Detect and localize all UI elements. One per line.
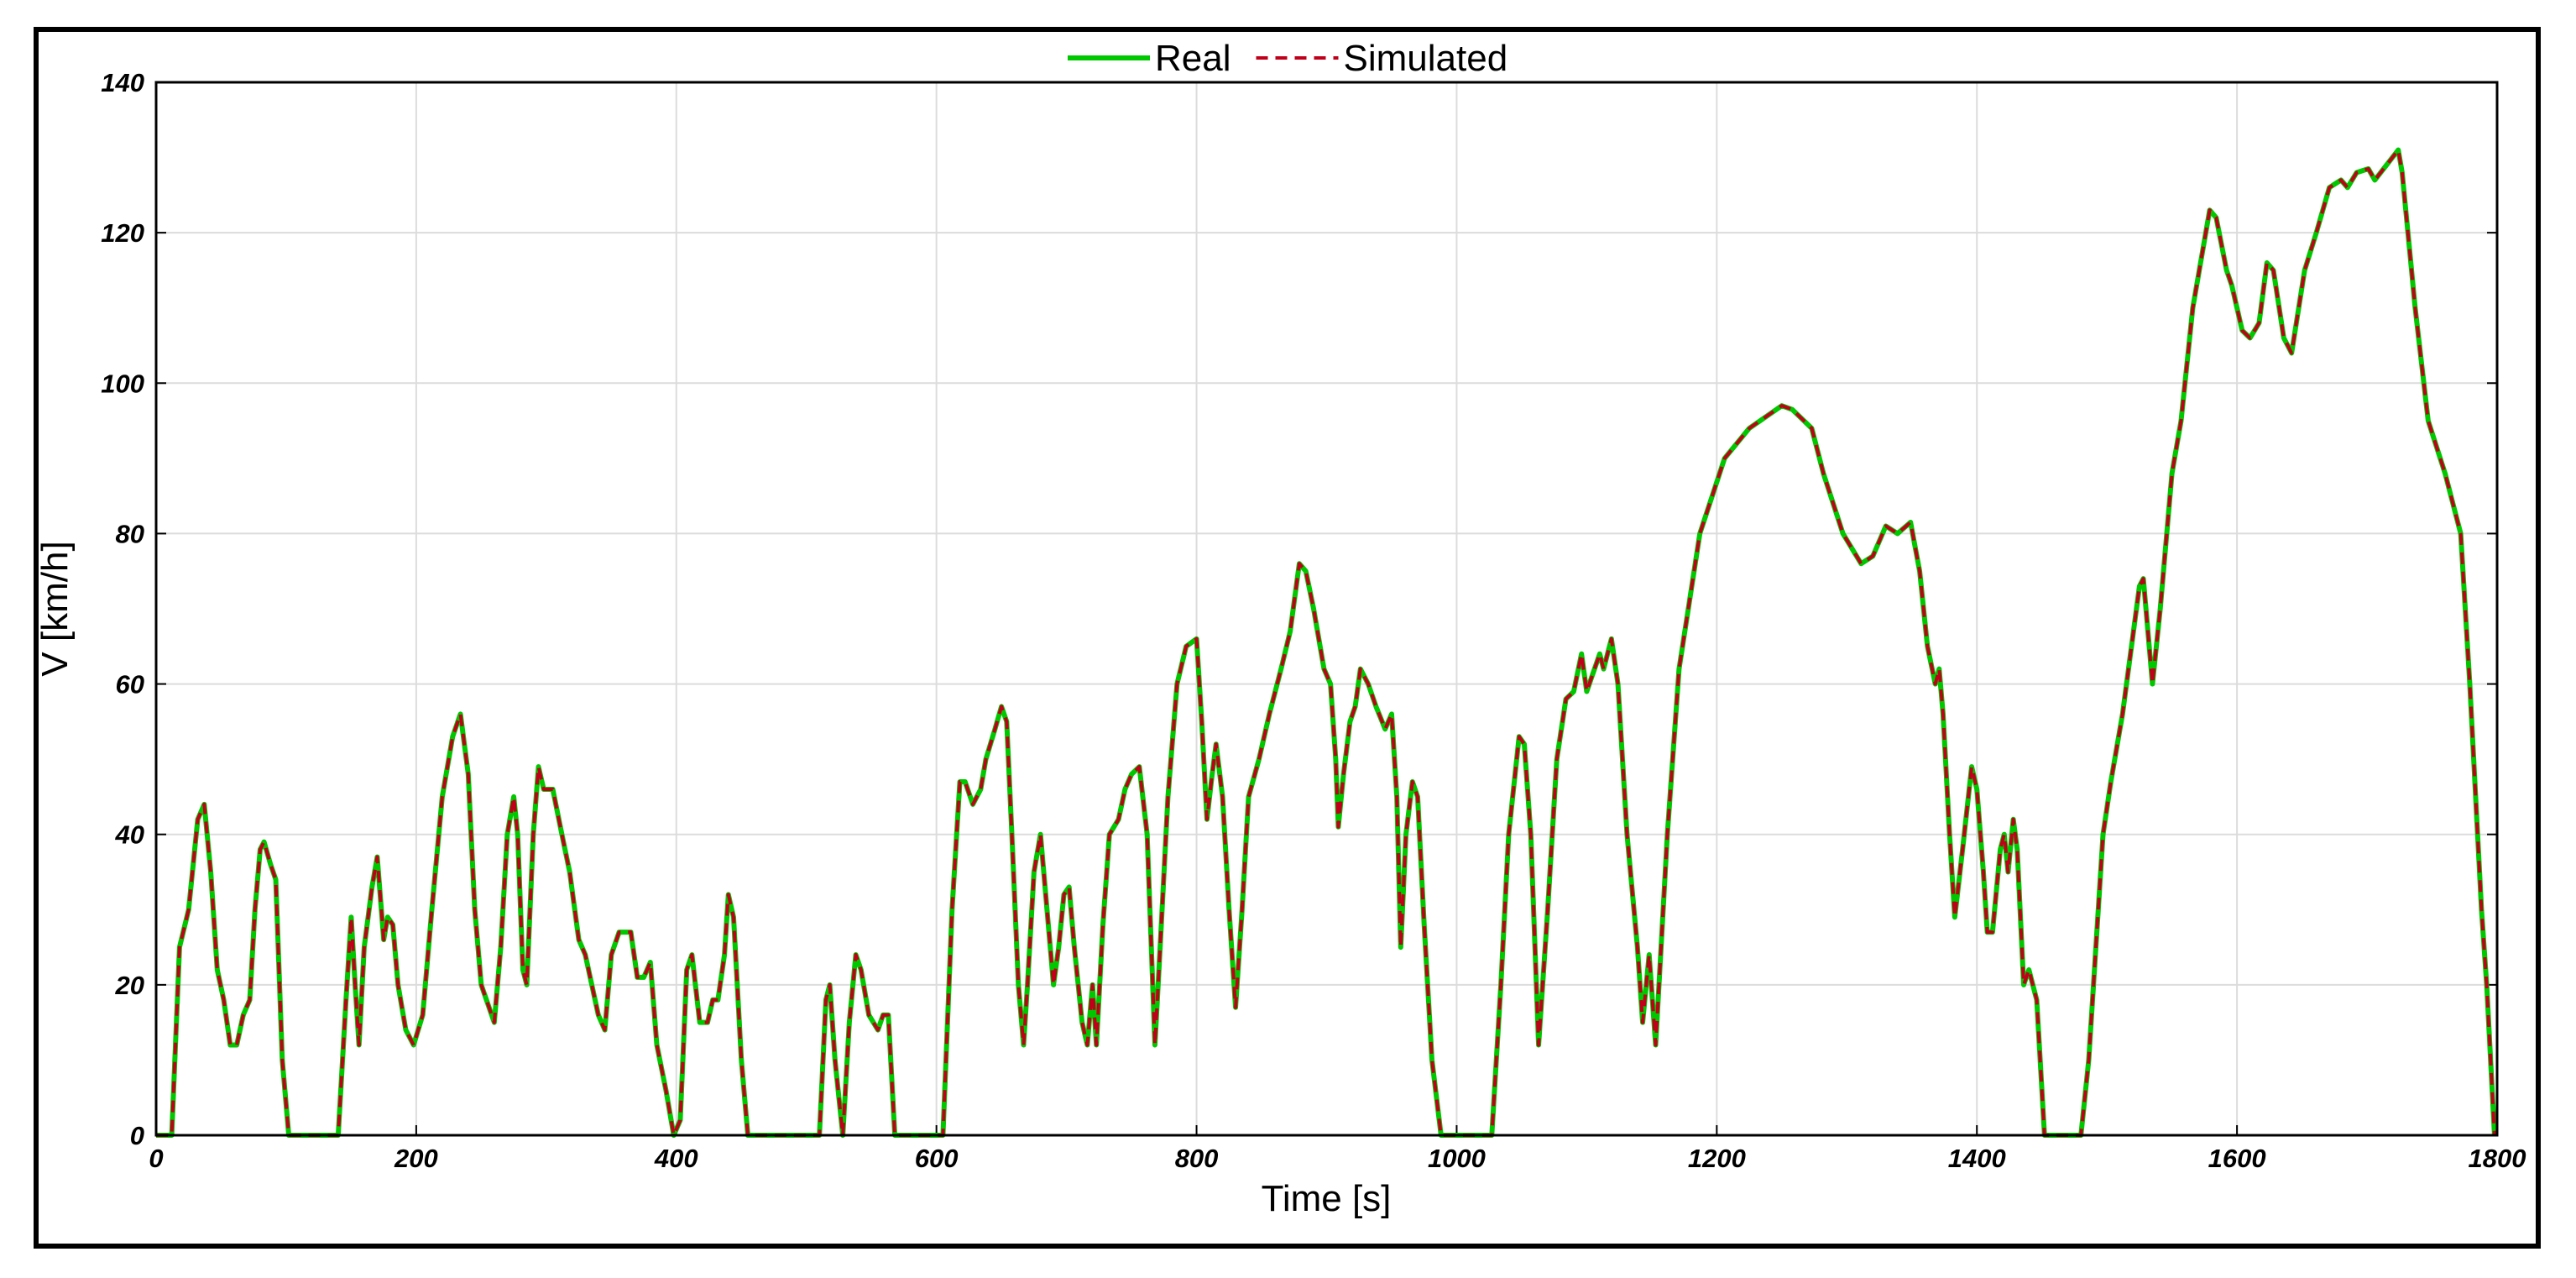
x-axis-label: Time [s]: [1262, 1178, 1392, 1219]
y-tick-label: 80: [116, 519, 144, 548]
y-tick-label: 120: [101, 218, 144, 248]
x-tick-label: 400: [654, 1144, 698, 1173]
legend-label: Simulated: [1344, 38, 1508, 79]
legend: Real Simulated: [1068, 38, 1507, 79]
y-tick-label: 40: [115, 820, 144, 850]
x-tick-label: 1200: [1688, 1144, 1746, 1173]
series-line: [156, 148, 2496, 1137]
y-tick-label: 140: [101, 68, 144, 97]
y-tick-label: 0: [130, 1121, 144, 1150]
x-tick-label: 1800: [2469, 1144, 2526, 1173]
legend-label: Real: [1155, 38, 1231, 79]
plot-frame: [154, 81, 2499, 1137]
plot-lines: [156, 147, 2497, 1138]
y-tick-label: 100: [101, 369, 144, 398]
y-tick-label: 60: [116, 670, 144, 699]
x-tick-label: 1400: [1948, 1144, 2006, 1173]
x-tick-label: 0: [149, 1144, 163, 1173]
y-tick-label: 20: [115, 971, 144, 1000]
x-tick-label: 1000: [1428, 1144, 1486, 1173]
x-tick-label: 600: [915, 1144, 959, 1173]
x-tick-label: 1600: [2208, 1144, 2266, 1173]
x-tick-label: 800: [1175, 1144, 1219, 1173]
tick-labels: 0 200 400 600 800 1000 1200 1400 1600 1800 0 20 40 60…: [101, 68, 2526, 1173]
x-tick-label: 200: [394, 1144, 438, 1173]
y-axis-label: V [km/h]: [34, 541, 76, 676]
